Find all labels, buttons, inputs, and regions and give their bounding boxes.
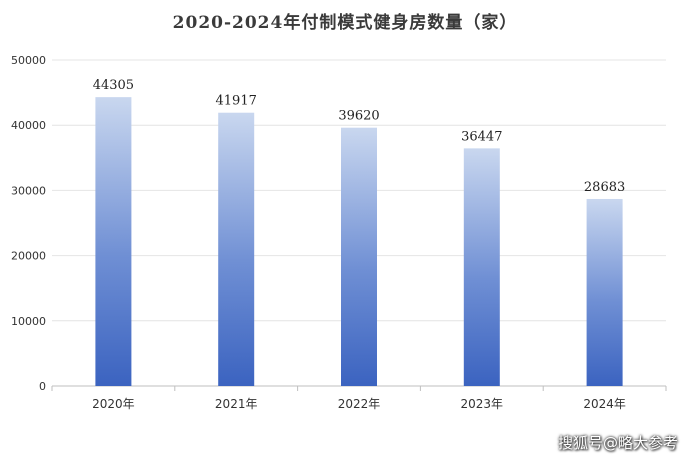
- y-tick-label: 30000: [11, 184, 46, 197]
- bar: [586, 198, 623, 386]
- y-tick-label: 50000: [11, 54, 46, 67]
- bar: [95, 97, 132, 386]
- x-tick-label: 2021年: [215, 397, 258, 411]
- data-label: 36447: [461, 129, 502, 144]
- x-tick-label: 2024年: [583, 397, 626, 411]
- bar: [463, 148, 500, 386]
- x-tick-label: 2023年: [461, 397, 504, 411]
- y-tick-label: 10000: [11, 315, 46, 328]
- chart-title: 2020-2024年付制模式健身房数量（家）: [172, 13, 518, 33]
- bar: [218, 112, 255, 386]
- y-tick-label: 20000: [11, 250, 46, 263]
- data-label: 41917: [216, 94, 257, 109]
- data-label: 39620: [338, 109, 379, 124]
- y-tick-label: 40000: [11, 119, 46, 132]
- data-label: 44305: [93, 78, 134, 93]
- watermark: 搜狐号@略大参考: [557, 434, 678, 452]
- x-tick-label: 2022年: [338, 397, 381, 411]
- data-label: 28683: [584, 180, 625, 195]
- x-tick-label: 2020年: [92, 397, 135, 411]
- bar: [341, 127, 377, 386]
- y-tick-label: 0: [39, 380, 46, 393]
